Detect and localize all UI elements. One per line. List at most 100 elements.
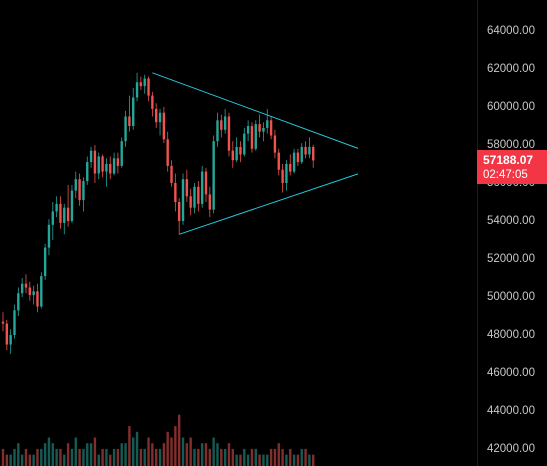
candle-body <box>162 112 166 140</box>
candle-body <box>28 287 32 296</box>
volume-bar <box>147 437 150 466</box>
candle-body <box>147 78 150 96</box>
candle-body <box>193 186 196 208</box>
volume-bar <box>285 454 288 466</box>
volume-bar <box>235 454 238 466</box>
volume-bar <box>200 443 204 466</box>
volume-bar <box>185 443 189 466</box>
chart-pane[interactable] <box>0 0 477 466</box>
candle-body <box>47 224 51 248</box>
volume-bar <box>266 454 269 466</box>
candle-body <box>158 112 162 123</box>
candle-body <box>170 165 173 183</box>
volume-bar <box>243 448 246 466</box>
volume-bar <box>223 448 227 466</box>
volume-bar <box>296 454 300 466</box>
volume-bar <box>59 448 62 466</box>
volume-bar <box>82 448 85 466</box>
candle-body <box>204 171 208 195</box>
triangle-lower-trendline[interactable] <box>179 173 359 235</box>
candle-body <box>155 108 158 123</box>
candle-body <box>74 179 77 191</box>
volume-bar <box>112 448 116 466</box>
volume-bar <box>239 454 242 466</box>
triangle-drawing[interactable] <box>152 72 359 235</box>
candle-body <box>200 171 204 204</box>
bar-countdown: 02:47:05 <box>483 169 528 181</box>
candle-body <box>86 162 89 182</box>
candle-body <box>258 124 261 132</box>
volume-bar <box>216 443 219 466</box>
candle-body <box>101 156 104 172</box>
volume-bar <box>135 431 139 466</box>
candle-body <box>208 194 212 210</box>
volume-bar <box>174 426 177 466</box>
candle-body <box>304 146 307 155</box>
candle-body <box>220 120 223 130</box>
volume-bar <box>40 448 43 466</box>
candle-body <box>189 196 192 208</box>
volume-bar <box>220 448 223 466</box>
candles <box>1 72 315 354</box>
volume-bar <box>143 448 146 466</box>
volume-bar <box>158 448 162 466</box>
candle-body <box>289 164 292 172</box>
volume-bar <box>1 448 5 466</box>
candle-body <box>70 190 74 221</box>
price-axis[interactable]: 64000.0062000.0060000.0058000.0056000.00… <box>477 0 547 466</box>
volume-bar <box>9 454 12 466</box>
volume-bar <box>86 443 89 466</box>
volume-bar <box>5 454 9 466</box>
candle-body <box>212 141 215 210</box>
price-tick-label: 50000.00 <box>487 291 535 303</box>
candle-body <box>254 124 257 149</box>
candle-body <box>235 146 238 161</box>
candle-body <box>116 158 120 166</box>
price-tick-label: 42000.00 <box>487 443 535 455</box>
volume-bars <box>1 414 315 466</box>
candle-body <box>17 293 20 311</box>
candle-body <box>13 310 16 335</box>
candle-body <box>124 116 127 142</box>
candle-body <box>120 141 123 166</box>
candle-body <box>93 150 97 174</box>
triangle-upper-trendline[interactable] <box>152 72 359 149</box>
volume-bar <box>300 448 303 466</box>
candle-body <box>143 78 146 87</box>
candle-body <box>281 169 284 183</box>
volume-bar <box>105 448 108 466</box>
candle-body <box>185 179 189 197</box>
candle-body <box>128 116 131 126</box>
volume-bar <box>258 454 261 466</box>
volume-bar <box>231 448 234 466</box>
candlestick-chart[interactable] <box>0 0 477 466</box>
volume-bar <box>89 443 93 466</box>
volume-bar <box>227 443 231 466</box>
candle-body <box>246 126 250 134</box>
volume-bar <box>66 443 70 466</box>
candle-body <box>5 323 9 345</box>
candle-body <box>105 164 108 172</box>
volume-bar <box>151 443 154 466</box>
candle-body <box>40 276 43 307</box>
candle-body <box>43 247 47 277</box>
candle-body <box>231 150 234 161</box>
volume-bar <box>155 448 158 466</box>
volume-bar <box>124 443 127 466</box>
candle-body <box>174 183 177 202</box>
volume-bar <box>197 448 200 466</box>
volume-bar <box>166 431 169 466</box>
candle-body <box>223 116 227 130</box>
candle-body <box>24 283 28 288</box>
candle-body <box>312 146 315 161</box>
volume-bar <box>308 454 311 466</box>
candle-body <box>177 202 181 221</box>
candle-body <box>109 164 112 174</box>
price-tick-label: 64000.00 <box>487 25 535 37</box>
price-tick-label: 54000.00 <box>487 215 535 227</box>
last-price-badge: 57188.07 02:47:05 <box>477 150 547 184</box>
volume-bar <box>24 448 28 466</box>
price-tick-label: 46000.00 <box>487 367 535 379</box>
volume-bar <box>109 454 112 466</box>
candle-body <box>292 152 296 172</box>
